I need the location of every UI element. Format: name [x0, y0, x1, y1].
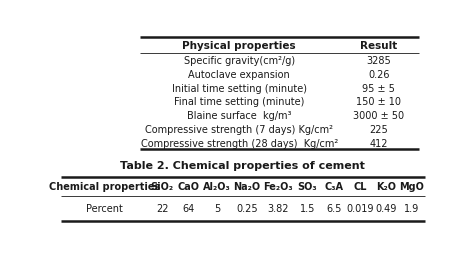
Text: 5: 5	[214, 203, 220, 213]
Text: 3.82: 3.82	[267, 203, 289, 213]
Text: 1.9: 1.9	[404, 203, 419, 213]
Text: SiO₂: SiO₂	[151, 182, 174, 192]
Text: MgO: MgO	[400, 182, 424, 192]
Text: 1.5: 1.5	[300, 203, 315, 213]
Text: Autoclave expansion: Autoclave expansion	[188, 70, 290, 80]
Text: Result: Result	[360, 41, 398, 51]
Text: 150 ± 10: 150 ± 10	[356, 97, 401, 107]
Text: 0.25: 0.25	[236, 203, 258, 213]
Text: Percent: Percent	[86, 203, 123, 213]
Text: Na₂O: Na₂O	[233, 182, 261, 192]
Text: 225: 225	[369, 124, 388, 134]
Text: SO₃: SO₃	[298, 182, 317, 192]
Text: 22: 22	[156, 203, 168, 213]
Text: 6.5: 6.5	[326, 203, 341, 213]
Text: Table 2. Chemical properties of cement: Table 2. Chemical properties of cement	[120, 161, 365, 171]
Text: Al₂O₃: Al₂O₃	[203, 182, 231, 192]
Text: 412: 412	[370, 138, 388, 148]
Text: Physical properties: Physical properties	[182, 41, 296, 51]
Text: 95 ± 5: 95 ± 5	[363, 83, 395, 93]
Text: Compressive strength (7 days) Kg/cm²: Compressive strength (7 days) Kg/cm²	[145, 124, 333, 134]
Text: 64: 64	[182, 203, 195, 213]
Text: 3000 ± 50: 3000 ± 50	[353, 110, 404, 121]
Text: 3285: 3285	[366, 56, 391, 66]
Text: Specific gravity(cm²/g): Specific gravity(cm²/g)	[184, 56, 295, 66]
Text: K₂O: K₂O	[376, 182, 396, 192]
Text: 0.49: 0.49	[375, 203, 397, 213]
Text: Fe₂O₃: Fe₂O₃	[263, 182, 293, 192]
Text: 0.26: 0.26	[368, 70, 390, 80]
Text: Blaine surface  kg/m³: Blaine surface kg/m³	[187, 110, 292, 121]
Text: C₃A: C₃A	[324, 182, 343, 192]
Text: Compressive strength (28 days)  Kg/cm²: Compressive strength (28 days) Kg/cm²	[141, 138, 338, 148]
Text: CaO: CaO	[178, 182, 200, 192]
Text: 0.019: 0.019	[346, 203, 374, 213]
Text: Initial time setting (minute): Initial time setting (minute)	[172, 83, 307, 93]
Text: Final time setting (minute): Final time setting (minute)	[174, 97, 304, 107]
Text: Chemical properties: Chemical properties	[49, 182, 160, 192]
Text: CL: CL	[353, 182, 367, 192]
